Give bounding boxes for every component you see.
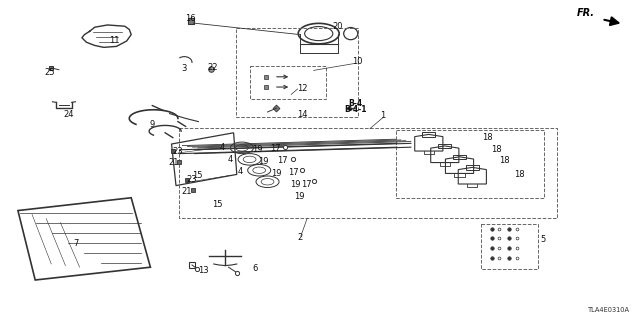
Text: 22: 22: [207, 63, 218, 72]
Text: 11: 11: [109, 36, 119, 44]
Text: 9: 9: [150, 120, 155, 129]
Text: 12: 12: [297, 84, 307, 92]
Text: FR.: FR.: [577, 8, 595, 18]
Text: B-4-1: B-4-1: [344, 105, 367, 114]
Text: 21: 21: [182, 187, 192, 196]
Text: 15: 15: [192, 171, 202, 180]
Text: 15: 15: [212, 200, 223, 209]
Text: B-4: B-4: [348, 99, 362, 108]
Text: 18: 18: [499, 156, 509, 165]
Text: 19: 19: [259, 157, 269, 166]
Text: 5: 5: [540, 235, 545, 244]
Text: 23: 23: [173, 147, 183, 156]
Text: TLA4E0310A: TLA4E0310A: [588, 307, 630, 313]
Text: 13: 13: [198, 266, 209, 275]
Text: 16: 16: [186, 14, 196, 23]
Text: 17: 17: [278, 156, 288, 165]
Text: 19: 19: [291, 180, 301, 189]
Text: 19: 19: [294, 192, 305, 201]
Text: 17: 17: [270, 144, 280, 153]
Text: 4: 4: [237, 167, 243, 176]
Text: 25: 25: [45, 68, 55, 76]
Text: 4: 4: [228, 155, 233, 164]
Text: 19: 19: [271, 169, 282, 178]
Text: 24: 24: [64, 110, 74, 119]
Text: 10: 10: [352, 57, 362, 66]
Text: 20: 20: [333, 22, 343, 31]
Text: 1: 1: [380, 111, 385, 120]
Text: 19: 19: [252, 145, 262, 154]
Text: 17: 17: [301, 180, 311, 189]
Text: 23: 23: [187, 175, 197, 184]
Text: 3: 3: [182, 64, 187, 73]
Text: 2: 2: [297, 233, 302, 242]
Text: 17: 17: [288, 168, 298, 177]
Text: 18: 18: [483, 133, 493, 142]
Text: 6: 6: [252, 264, 257, 273]
Text: 18: 18: [491, 145, 501, 154]
Text: 18: 18: [515, 170, 525, 179]
Text: 7: 7: [73, 239, 78, 248]
Text: 14: 14: [297, 110, 307, 119]
Text: 4: 4: [220, 143, 225, 152]
Text: 21: 21: [169, 158, 179, 167]
